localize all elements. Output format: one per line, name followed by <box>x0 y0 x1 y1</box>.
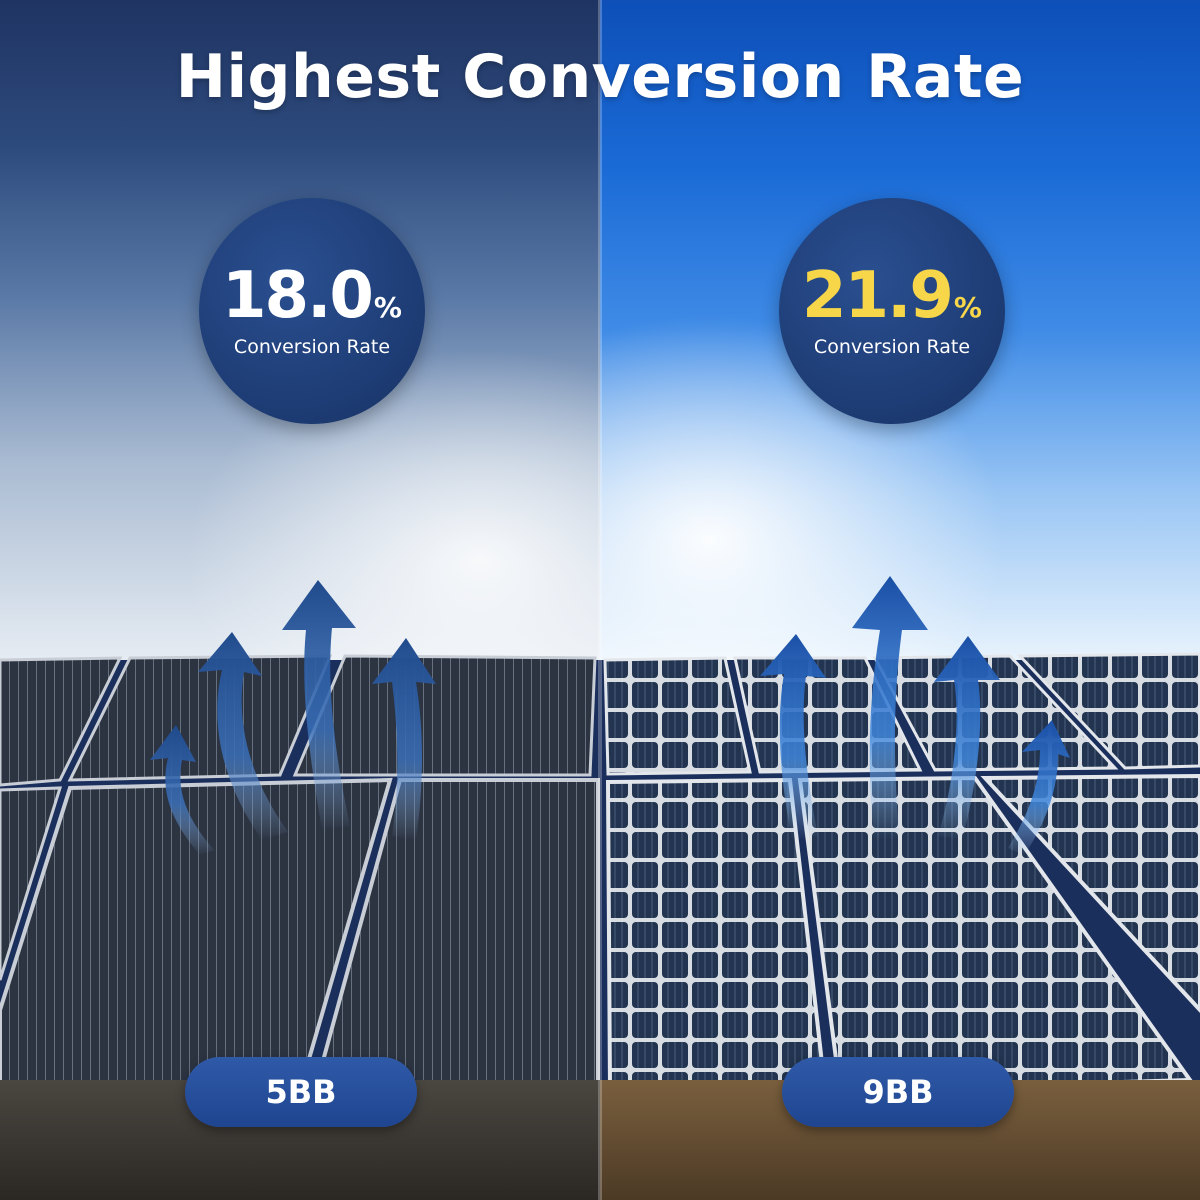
right-arrow-large-icon <box>852 576 928 840</box>
left-arrow-small-icon <box>150 725 214 855</box>
left-rate-caption: Conversion Rate <box>233 336 391 358</box>
right-busbar-label: 9BB <box>782 1057 1014 1127</box>
right-rate-unit: % <box>953 291 982 324</box>
left-arrow-medium-icon <box>198 632 288 840</box>
right-arrow-left-icon <box>760 634 826 840</box>
left-busbar-label: 5BB <box>185 1057 417 1127</box>
page-title: Highest Conversion Rate <box>175 42 1025 112</box>
right-rate-caption: Conversion Rate <box>813 336 971 358</box>
left-conversion-rate-badge: 18.0 % Conversion Rate <box>199 198 425 424</box>
left-arrow-large-icon <box>282 580 356 830</box>
right-arrow-small-icon <box>1008 720 1070 856</box>
left-solar-panels-image <box>0 654 600 1120</box>
left-arrow-right-icon <box>372 638 436 840</box>
center-divider <box>598 0 602 1200</box>
right-arrow-medium-icon <box>934 636 1000 840</box>
right-rate-value: 21.9 <box>802 259 954 333</box>
left-comparison-panel <box>0 0 600 1200</box>
right-conversion-rate-badge: 21.9 % Conversion Rate <box>779 198 1005 424</box>
left-rate-unit: % <box>373 291 402 324</box>
left-rate-value: 18.0 <box>222 259 374 333</box>
